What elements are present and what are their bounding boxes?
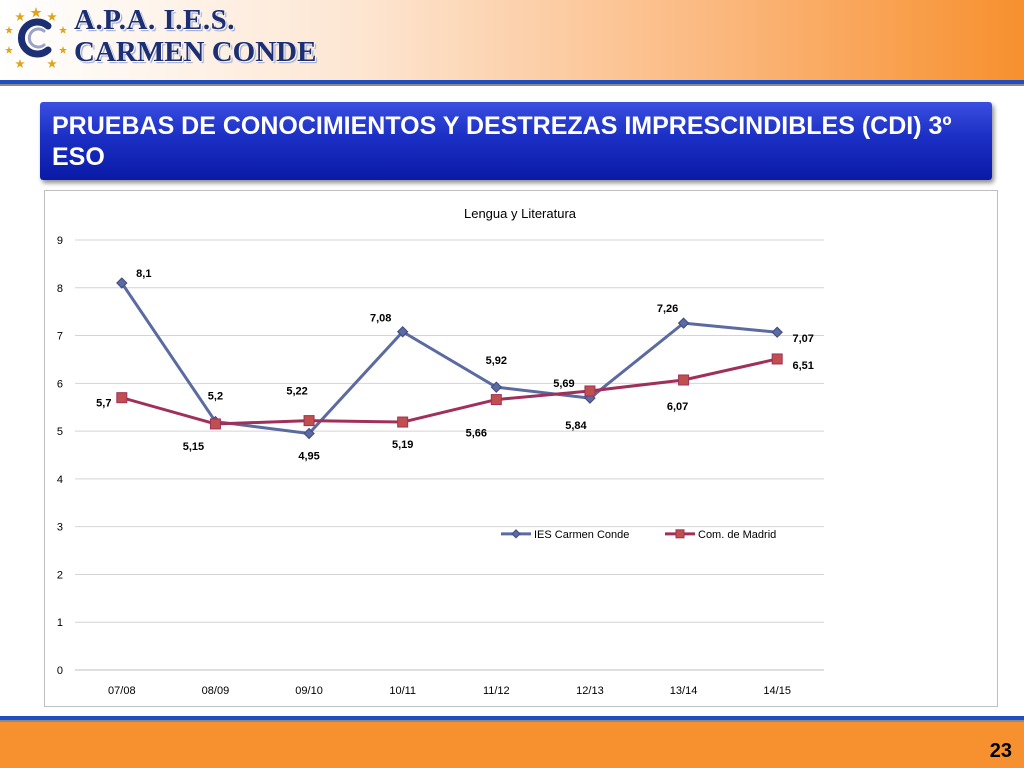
legend-label: Com. de Madrid <box>698 529 776 541</box>
y-tick-label: 8 <box>57 283 63 295</box>
page-number: 23 <box>989 740 1012 762</box>
data-point <box>116 277 128 289</box>
x-tick-label: 09/10 <box>295 685 323 697</box>
data-point <box>396 326 409 338</box>
data-label: 7,08 <box>370 313 391 325</box>
x-tick-label: 10/11 <box>389 685 416 697</box>
y-tick-label: 1 <box>57 617 63 629</box>
x-tick-label: 11/12 <box>483 685 510 697</box>
data-label: 5,7 <box>96 398 111 410</box>
slide-title: PRUEBAS DE CONOCIMIENTOS Y DESTREZAS IMP… <box>52 112 952 171</box>
brand-line1: A.P.A. I.E.S. <box>74 4 235 36</box>
data-label: 5,84 <box>565 420 587 432</box>
data-label: 6,07 <box>667 401 688 413</box>
data-label: 4,95 <box>298 451 319 463</box>
x-tick-label: 08/09 <box>202 685 230 697</box>
header-divider <box>0 80 1024 84</box>
data-point <box>303 427 315 440</box>
data-label: 5,19 <box>392 439 413 451</box>
data-point <box>303 415 315 427</box>
series-line-1 <box>121 357 778 426</box>
legend-marker <box>511 529 521 539</box>
legend-label: IES Carmen Conde <box>534 529 629 541</box>
data-label: 6,51 <box>792 360 813 372</box>
x-tick-label: 14/15 <box>763 685 791 697</box>
y-tick-label: 6 <box>57 378 63 390</box>
apa-logo-stars-icon <box>5 7 67 68</box>
data-point <box>397 416 409 428</box>
y-tick-label: 4 <box>57 474 63 486</box>
y-tick-label: 7 <box>57 331 63 343</box>
data-point <box>209 418 221 430</box>
data-point <box>678 374 690 386</box>
header-divider-shadow <box>0 84 1024 86</box>
data-label: 5,22 <box>286 386 307 398</box>
chart-title: Lengua y Literatura <box>464 206 577 221</box>
data-label: 5,92 <box>486 355 507 367</box>
footer-band: 23 <box>0 722 1024 768</box>
x-tick-label: 12/13 <box>576 685 604 697</box>
y-tick-label: 3 <box>57 522 63 534</box>
header-band: A.P.A. I.E.S. CARMEN CONDE <box>0 0 1024 82</box>
data-label: 5,66 <box>466 428 487 440</box>
y-tick-label: 2 <box>57 569 63 581</box>
data-point <box>677 317 690 329</box>
legend-marker <box>675 529 685 539</box>
data-point <box>771 326 783 338</box>
data-point <box>490 381 503 393</box>
data-point <box>584 385 596 397</box>
footer-divider <box>0 716 1024 720</box>
data-point <box>771 353 783 365</box>
data-label: 8,1 <box>136 268 151 280</box>
line-chart: 0 1 2 3 4 5 6 7 8 9 07/08 08/09 09/10 10/11 11/12 12/13… <box>57 206 824 697</box>
data-label: 5,2 <box>208 391 223 403</box>
data-point <box>116 392 128 404</box>
footer-divider-shadow <box>0 720 1024 722</box>
data-point <box>490 394 502 406</box>
data-label: 7,26 <box>657 303 678 315</box>
slide-title-box: PRUEBAS DE CONOCIMIENTOS Y DESTREZAS IMP… <box>40 102 992 180</box>
x-tick-label: 13/14 <box>670 685 698 697</box>
data-label: 7,07 <box>792 333 813 345</box>
data-label: 5,69 <box>553 378 574 390</box>
y-tick-label: 5 <box>57 426 63 438</box>
data-label: 5,15 <box>183 441 204 453</box>
x-tick-label: 07/08 <box>108 685 136 697</box>
y-tick-label: 9 <box>57 235 63 247</box>
y-tick-label: 0 <box>57 665 63 677</box>
chart-frame: 0 1 2 3 4 5 6 7 8 9 07/08 08/09 09/10 10/11 11/12 12/13… <box>44 190 998 707</box>
brand-line2: CARMEN CONDE <box>74 36 317 68</box>
